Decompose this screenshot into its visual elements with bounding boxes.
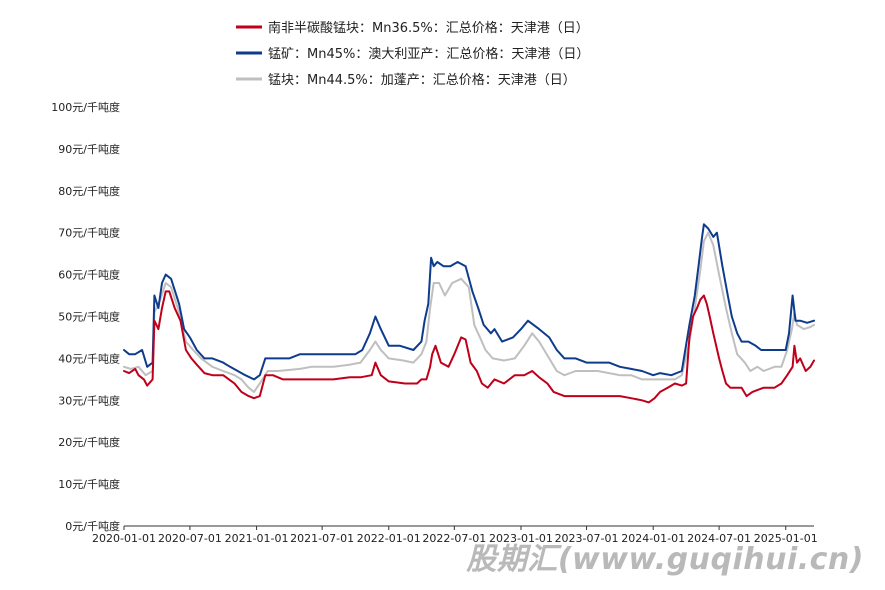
y-tick-label: 40元/千吨度 xyxy=(58,351,120,365)
y-tick-label: 70元/千吨度 xyxy=(58,226,120,240)
y-tick-label: 20元/千吨度 xyxy=(58,435,120,449)
series-line-south-africa xyxy=(123,290,815,404)
y-axis: 0元/千吨度 10元/千吨度 20元/千吨度 30元/千吨度 40元/千吨度 50元/千吨… xyxy=(51,100,120,533)
legend-label-south-africa: 南非半碳酸锰块：Mn36.5%：汇总价格：天津港（日） xyxy=(268,20,589,36)
legend-label-australia: 锰矿：Mn45%：澳大利亚产：汇总价格：天津港（日） xyxy=(268,46,589,62)
y-tick-label: 50元/千吨度 xyxy=(58,310,120,324)
series-layer xyxy=(123,223,815,404)
legend-label-gabon: 锰块：Mn44.5%：加蓬产：汇总价格：天津港（日） xyxy=(268,72,576,88)
y-tick-label: 0元/千吨度 xyxy=(65,519,120,533)
y-tick-label: 30元/千吨度 xyxy=(58,393,120,407)
series-line-gabon xyxy=(123,231,815,393)
legend-item-gabon: 锰块：Mn44.5%：加蓬产：汇总价格：天津港（日） xyxy=(236,72,576,88)
x-tick-label: 2022-07-01 xyxy=(422,532,486,545)
x-tick-label: 2024-01-01 xyxy=(621,532,685,545)
x-axis: 2020-01-01 2020-07-01 2021-01-01 2021-07-01… xyxy=(92,526,818,545)
legend: 南非半碳酸锰块：Mn36.5%：汇总价格：天津港（日） 锰矿：Mn45%：澳大利… xyxy=(236,20,589,88)
x-tick-label: 2020-07-01 xyxy=(158,532,222,545)
legend-item-australia: 锰矿：Mn45%：澳大利亚产：汇总价格：天津港（日） xyxy=(236,46,589,62)
x-tick-label: 2024-07-01 xyxy=(687,532,751,545)
y-tick-label: 60元/千吨度 xyxy=(58,268,120,282)
y-tick-label: 10元/千吨度 xyxy=(58,477,120,491)
x-tick-label: 2023-01-01 xyxy=(489,532,553,545)
y-tick-label: 100元/千吨度 xyxy=(51,100,120,114)
legend-item-south-africa: 南非半碳酸锰块：Mn36.5%：汇总价格：天津港（日） xyxy=(236,20,589,36)
y-tick-label: 80元/千吨度 xyxy=(58,184,120,198)
x-tick-label: 2020-01-01 xyxy=(92,532,156,545)
y-tick-label: 90元/千吨度 xyxy=(58,142,120,156)
series-line-australia xyxy=(123,223,815,381)
x-tick-label: 2021-01-01 xyxy=(225,532,289,545)
x-tick-label: 2021-07-01 xyxy=(290,532,354,545)
x-tick-label: 2023-07-01 xyxy=(555,532,619,545)
watermark: 股期汇(www.guqihui.cn) xyxy=(465,542,864,577)
x-tick-label: 2025-01-01 xyxy=(754,532,818,545)
x-tick-label: 2022-01-01 xyxy=(357,532,421,545)
